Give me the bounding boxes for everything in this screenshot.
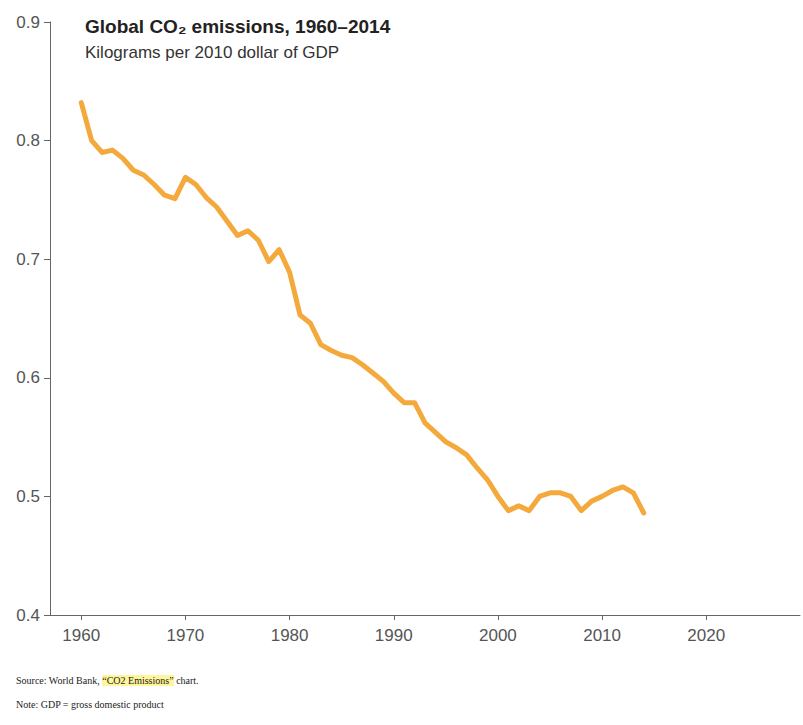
svg-text:Global CO₂ emissions, 1960–201: Global CO₂ emissions, 1960–2014 xyxy=(85,16,391,37)
svg-text:2020: 2020 xyxy=(687,626,725,645)
svg-text:1960: 1960 xyxy=(62,626,100,645)
svg-text:0.9: 0.9 xyxy=(16,13,40,32)
svg-text:1990: 1990 xyxy=(375,626,413,645)
svg-text:1970: 1970 xyxy=(167,626,205,645)
html-text:Source: World Bank, “CO2 Emiss: Source: World Bank, “CO2 Emissions” char… xyxy=(16,675,199,686)
svg-text:0.4: 0.4 xyxy=(16,606,40,625)
svg-text:0.7: 0.7 xyxy=(16,250,40,269)
svg-text:0.6: 0.6 xyxy=(16,368,40,387)
svg-text:0.5: 0.5 xyxy=(16,487,40,506)
svg-text:2010: 2010 xyxy=(583,626,621,645)
html-text:Note: GDP = gross domestic pro: Note: GDP = gross domestic product xyxy=(16,699,164,710)
svg-text:2000: 2000 xyxy=(479,626,517,645)
svg-text:0.8: 0.8 xyxy=(16,131,40,150)
svg-text:Kilograms per 2010 dollar of G: Kilograms per 2010 dollar of GDP xyxy=(85,43,339,62)
svg-text:1980: 1980 xyxy=(271,626,309,645)
